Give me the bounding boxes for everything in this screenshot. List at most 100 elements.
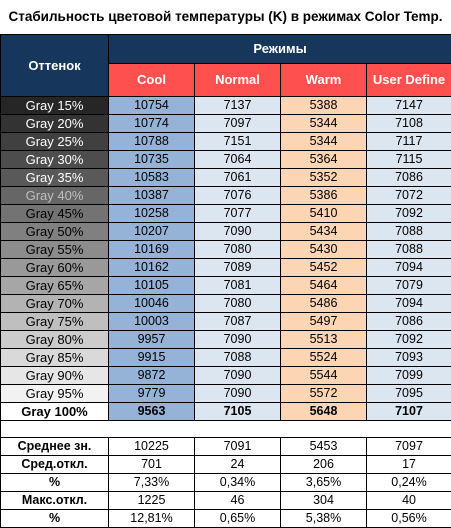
value-cool: 9915 <box>109 349 195 367</box>
gray-level-label: Gray 95% <box>1 385 109 403</box>
gray-level-label: Gray 90% <box>1 367 109 385</box>
value-cool: 10754 <box>109 97 195 115</box>
value-warm: 5364 <box>281 151 367 169</box>
stat-value-cool: 7,33% <box>109 474 195 492</box>
stat-value-normal: 0,65% <box>195 510 281 528</box>
value-normal: 7090 <box>195 331 281 349</box>
gray-level-label: Gray 35% <box>1 169 109 187</box>
gray-level-label: Gray 45% <box>1 205 109 223</box>
value-cool: 10169 <box>109 241 195 259</box>
value-user-define: 7079 <box>367 277 451 295</box>
value-warm: 5464 <box>281 277 367 295</box>
value-normal: 7105 <box>195 403 281 421</box>
gray-level-label: Gray 15% <box>1 97 109 115</box>
stat-value-normal: 46 <box>195 492 281 510</box>
stat-row: %12,81%0,65%5,38%0,56% <box>1 510 451 528</box>
value-cool: 9563 <box>109 403 195 421</box>
gray-level-label: Gray 75% <box>1 313 109 331</box>
value-cool: 9779 <box>109 385 195 403</box>
stat-value-user-define: 0,24% <box>367 474 451 492</box>
value-warm: 5352 <box>281 169 367 187</box>
value-user-define: 7092 <box>367 331 451 349</box>
value-user-define: 7088 <box>367 241 451 259</box>
value-warm: 5452 <box>281 259 367 277</box>
value-normal: 7080 <box>195 295 281 313</box>
stat-value-warm: 304 <box>281 492 367 510</box>
column-header-user-define: User Define <box>367 64 451 97</box>
value-normal: 7090 <box>195 367 281 385</box>
stat-value-warm: 206 <box>281 456 367 474</box>
value-normal: 7089 <box>195 259 281 277</box>
value-normal: 7087 <box>195 313 281 331</box>
gray-level-label: Gray 100% <box>1 403 109 421</box>
value-warm: 5486 <box>281 295 367 313</box>
value-normal: 7151 <box>195 133 281 151</box>
value-user-define: 7108 <box>367 115 451 133</box>
value-user-define: 7092 <box>367 205 451 223</box>
stat-label: % <box>1 474 109 492</box>
value-normal: 7080 <box>195 241 281 259</box>
stat-value-cool: 701 <box>109 456 195 474</box>
value-cool: 10046 <box>109 295 195 313</box>
gray-level-label: Gray 50% <box>1 223 109 241</box>
value-user-define: 7072 <box>367 187 451 205</box>
gray-level-label: Gray 85% <box>1 349 109 367</box>
value-normal: 7076 <box>195 187 281 205</box>
stat-value-cool: 10225 <box>109 438 195 456</box>
value-user-define: 7086 <box>367 169 451 187</box>
stat-label: Макс.откл. <box>1 492 109 510</box>
page-title: Стабильность цветовой температуры (K) в … <box>0 0 451 34</box>
value-normal: 7077 <box>195 205 281 223</box>
gray-level-label: Gray 25% <box>1 133 109 151</box>
value-normal: 7061 <box>195 169 281 187</box>
value-normal: 7137 <box>195 97 281 115</box>
stat-value-user-define: 17 <box>367 456 451 474</box>
spacer-row <box>1 421 451 438</box>
value-cool: 10162 <box>109 259 195 277</box>
gray-level-label: Gray 40% <box>1 187 109 205</box>
column-header-cool: Cool <box>109 64 195 97</box>
value-warm: 5648 <box>281 403 367 421</box>
value-user-define: 7115 <box>367 151 451 169</box>
stat-value-user-define: 0,56% <box>367 510 451 528</box>
gray-level-label: Gray 65% <box>1 277 109 295</box>
stat-value-user-define: 40 <box>367 492 451 510</box>
value-cool: 10003 <box>109 313 195 331</box>
value-warm: 5344 <box>281 133 367 151</box>
stat-label: Сред.откл. <box>1 456 109 474</box>
gray-level-label: Gray 20% <box>1 115 109 133</box>
value-cool: 10207 <box>109 223 195 241</box>
value-user-define: 7107 <box>367 403 451 421</box>
color-temperature-table: Оттенок Режимы Cool Normal Warm User Def… <box>0 34 451 528</box>
gray-level-label: Gray 60% <box>1 259 109 277</box>
column-header-normal: Normal <box>195 64 281 97</box>
value-user-define: 7094 <box>367 295 451 313</box>
value-warm: 5513 <box>281 331 367 349</box>
value-user-define: 7086 <box>367 313 451 331</box>
value-normal: 7088 <box>195 349 281 367</box>
value-cool: 10387 <box>109 187 195 205</box>
value-user-define: 7099 <box>367 367 451 385</box>
value-warm: 5410 <box>281 205 367 223</box>
modes-group-header: Режимы <box>109 35 451 64</box>
value-normal: 7090 <box>195 385 281 403</box>
value-cool: 10583 <box>109 169 195 187</box>
stat-value-warm: 5453 <box>281 438 367 456</box>
column-header-warm: Warm <box>281 64 367 97</box>
stat-value-cool: 1225 <box>109 492 195 510</box>
value-user-define: 7147 <box>367 97 451 115</box>
value-normal: 7081 <box>195 277 281 295</box>
value-warm: 5497 <box>281 313 367 331</box>
stat-label: % <box>1 510 109 528</box>
